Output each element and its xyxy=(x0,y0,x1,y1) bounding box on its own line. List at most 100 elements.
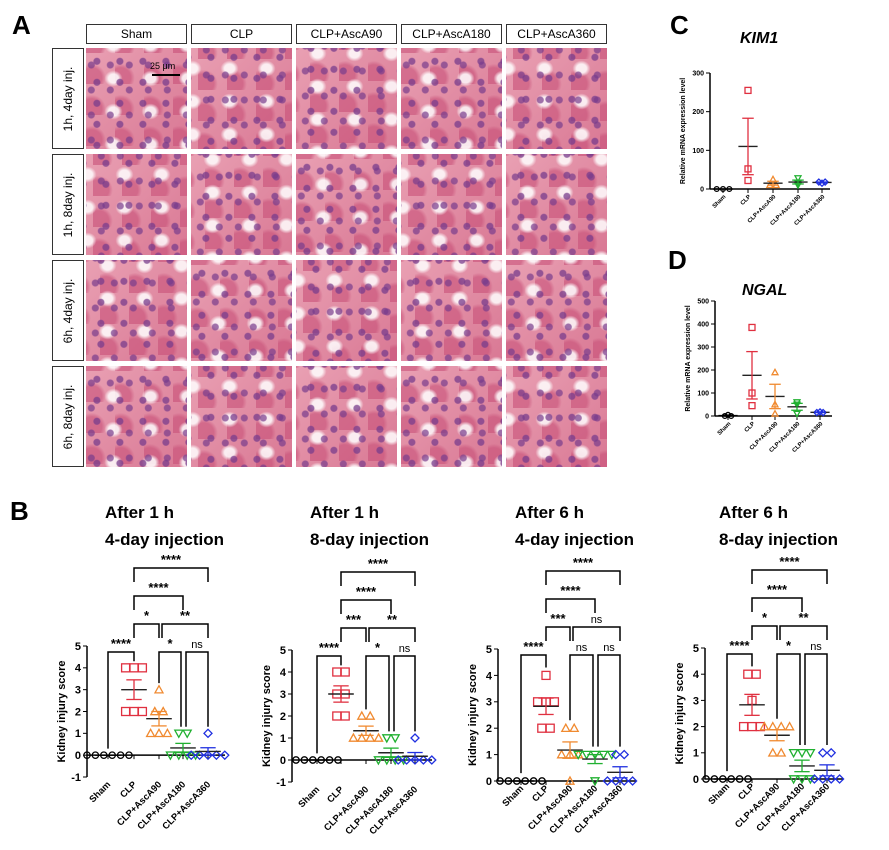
asca360-marker xyxy=(610,776,621,786)
asca180-marker xyxy=(381,734,392,744)
significance-bracket xyxy=(545,570,621,585)
histology-image xyxy=(86,366,187,467)
asca180-marker xyxy=(788,748,799,759)
asca360-marker xyxy=(410,733,420,743)
histology-image xyxy=(191,260,292,361)
y-tick-label: 1 xyxy=(75,728,81,740)
significance-label: **** xyxy=(779,554,800,569)
clp-marker xyxy=(738,721,749,732)
chart-4: 0 100 200 300 Relative mRNA expression level… xyxy=(680,70,832,227)
significance-label: ns xyxy=(810,641,822,653)
asca90-marker xyxy=(767,721,778,731)
asca360-marker xyxy=(203,728,213,739)
clp-marker xyxy=(747,721,757,732)
clp-marker xyxy=(744,86,752,95)
significance-label: * xyxy=(786,638,792,653)
asca360-marker xyxy=(393,755,404,765)
clp-marker xyxy=(340,711,350,721)
significance-label: **** xyxy=(356,584,377,599)
clp-marker xyxy=(120,663,131,673)
y-tick-label: 200 xyxy=(697,367,709,374)
asca360-marker xyxy=(821,178,830,186)
y-tick-label: 5 xyxy=(486,644,492,656)
asca180-marker xyxy=(792,401,802,409)
significance-bracket xyxy=(161,623,209,638)
significance-bracket xyxy=(751,625,778,640)
clp-marker xyxy=(755,721,766,732)
y-tick-label: 4 xyxy=(280,667,287,679)
x-tick-label: Sham xyxy=(712,194,728,210)
asca90-marker xyxy=(162,727,173,738)
significance-bracket xyxy=(340,599,392,614)
asca90-marker xyxy=(365,710,376,720)
asca360-marker xyxy=(219,750,230,761)
significance-bracket xyxy=(776,653,801,745)
asca360-marker xyxy=(817,747,828,758)
asca90-marker xyxy=(770,367,780,376)
significance-label: **** xyxy=(319,640,340,655)
column-header: Sham xyxy=(86,24,187,44)
y-tick-label: -1 xyxy=(71,772,81,784)
chart-title: After 6 h xyxy=(719,503,788,522)
significance-label: ** xyxy=(180,608,191,623)
asca90-marker xyxy=(373,732,384,742)
asca180-marker xyxy=(805,775,816,785)
x-tick-label: Sham xyxy=(717,421,733,437)
asca180-marker xyxy=(792,410,802,419)
asca90-marker xyxy=(556,749,567,759)
clp-marker xyxy=(129,706,139,717)
histology-image xyxy=(506,260,607,361)
asca90-marker xyxy=(153,727,165,738)
histology-image xyxy=(296,48,397,149)
chart-title: 8-day injection xyxy=(719,530,839,549)
histology-image xyxy=(401,366,502,467)
column-header: CLP xyxy=(191,24,292,44)
y-axis-label: Kidney injury score xyxy=(674,662,686,764)
significance-bracket xyxy=(520,654,547,774)
asca360-marker xyxy=(418,755,429,765)
histology-image xyxy=(191,48,292,149)
clp-marker xyxy=(744,176,752,185)
asca180-marker xyxy=(165,751,176,761)
asca360-marker xyxy=(627,776,638,786)
x-tick-label: CLP xyxy=(325,784,345,804)
asca90-marker xyxy=(564,775,576,785)
asca90-marker xyxy=(348,732,359,742)
asca180-marker xyxy=(390,734,401,744)
histology-image xyxy=(401,260,502,361)
gene-title: NGAL xyxy=(742,282,788,299)
asca90-marker xyxy=(767,747,778,757)
asca360-marker xyxy=(816,407,824,416)
significance-bracket xyxy=(368,627,416,642)
asca360-marker xyxy=(619,749,630,760)
asca360-marker xyxy=(426,755,437,765)
significance-bracket xyxy=(751,569,828,584)
significance-label: * xyxy=(167,636,173,651)
panel-label-a: A xyxy=(12,10,31,40)
row-header: 6h, 4day inj. xyxy=(52,260,84,361)
significance-bracket xyxy=(751,597,803,612)
asca360-marker xyxy=(826,747,837,758)
y-tick-label: 3 xyxy=(280,689,286,701)
row-header: 1h, 8day inj. xyxy=(52,154,84,255)
x-tick-label: Sham xyxy=(87,779,112,804)
asca90-marker xyxy=(784,721,795,731)
significance-label: **** xyxy=(523,639,544,654)
row-header: 6h, 8day inj. xyxy=(52,366,84,467)
significance-label: * xyxy=(762,610,768,625)
asca360-marker xyxy=(186,750,197,761)
asca90-marker xyxy=(776,721,787,731)
significance-label: ns xyxy=(191,639,203,651)
clp-marker xyxy=(137,706,148,717)
y-tick-label: -1 xyxy=(276,777,286,789)
histology-image xyxy=(401,48,502,149)
asca360-marker xyxy=(809,774,820,784)
significance-label: **** xyxy=(148,580,169,595)
clp-marker xyxy=(743,669,753,679)
asca180-marker xyxy=(573,750,584,760)
histology-image xyxy=(506,154,607,255)
asca360-marker xyxy=(194,750,205,761)
y-tick-label: 1 xyxy=(486,749,492,761)
clp-marker xyxy=(340,667,350,677)
